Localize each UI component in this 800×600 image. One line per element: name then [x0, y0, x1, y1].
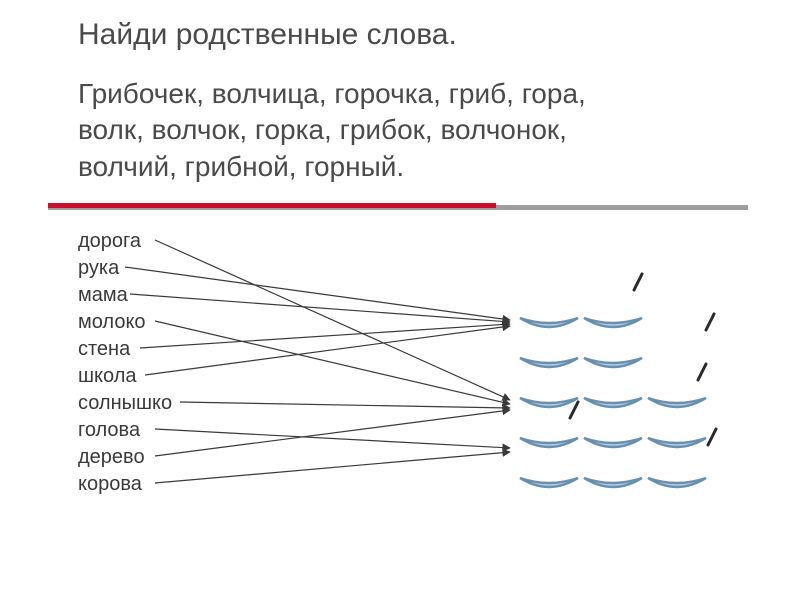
page-title: Найди родственные слова. [78, 18, 457, 52]
word-item: солнышко [78, 390, 172, 417]
word-item: дорога [78, 228, 172, 255]
word-item: дерево [78, 444, 172, 471]
word-list: дорогарукамамамолокостенашколасолнышкого… [78, 228, 172, 498]
word-item: мама [78, 282, 172, 309]
word-item: корова [78, 471, 172, 498]
word-item: голова [78, 417, 172, 444]
divider-red [48, 203, 496, 208]
word-item: молоко [78, 309, 172, 336]
para-line-3: волчий, грибной, горный. [78, 151, 404, 182]
word-item: школа [78, 363, 172, 390]
word-paragraph: Грибочек, волчица, горочка, гриб, гора, … [78, 76, 586, 185]
para-line-1: Грибочек, волчица, горочка, гриб, гора, [78, 78, 586, 109]
word-item: стена [78, 336, 172, 363]
word-item: рука [78, 255, 172, 282]
para-line-2: волк, волчок, горка, грибок, волчонок, [78, 114, 567, 145]
